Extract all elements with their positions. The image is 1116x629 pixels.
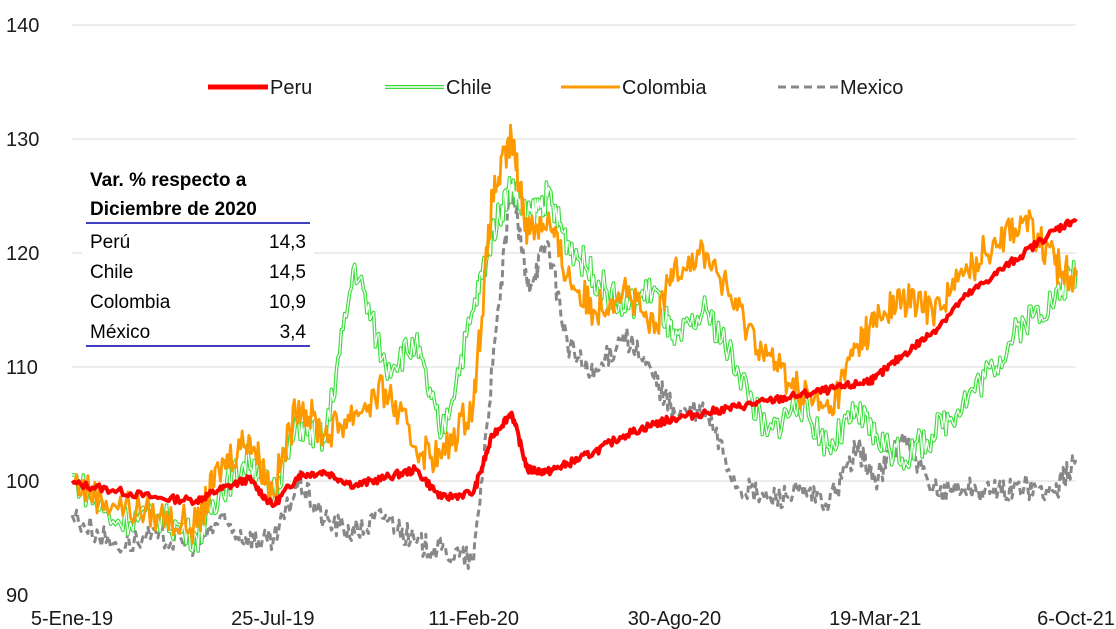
variation-table-value: 14,3	[269, 232, 306, 253]
variation-table-label: Colombia	[90, 292, 171, 313]
legend-label-peru: Peru	[270, 77, 312, 99]
legend: Peru Chile Colombia Mexico	[208, 77, 903, 99]
series-line-peru	[70, 217, 1078, 509]
y-tick-label: 140	[6, 15, 39, 37]
variation-table-label: Chile	[90, 262, 133, 283]
y-tick-label: 90	[6, 585, 28, 607]
legend-label-mexico: Mexico	[840, 77, 903, 99]
x-tick-label: 25-Jul-19	[231, 608, 314, 629]
x-tick-label: 30-Ago-20	[628, 608, 721, 629]
plot-area	[70, 123, 1078, 570]
y-tick-label: 120	[6, 243, 39, 265]
variation-table-background	[82, 160, 314, 350]
legend-label-colombia: Colombia	[622, 77, 707, 99]
variation-table-label: México	[90, 322, 150, 343]
variation-table-title-line1: Var. % respecto a	[90, 170, 247, 191]
series-line-colombia	[70, 123, 1078, 545]
variation-table-value: 3,4	[280, 322, 307, 343]
variation-table: Var. % respecto a Diciembre de 2020 Perú…	[82, 160, 314, 350]
y-tick-label: 100	[6, 471, 39, 493]
variation-table-title-line2: Diciembre de 2020	[90, 199, 257, 220]
legend-label-chile: Chile	[446, 77, 492, 99]
series-line-mexico	[70, 183, 1078, 570]
x-axis: 5-Ene-19 25-Jul-19 11-Feb-20 30-Ago-20 19-Ma…	[31, 608, 1115, 629]
variation-table-value: 14,5	[269, 262, 306, 283]
y-tick-label: 110	[6, 357, 38, 379]
variation-table-value: 10,9	[269, 292, 306, 313]
x-tick-label: 11-Feb-20	[428, 608, 519, 629]
y-axis: 90 100 110 120 130 140	[6, 15, 39, 607]
x-tick-label: 19-Mar-21	[829, 608, 921, 629]
x-tick-label: 5-Ene-19	[31, 608, 113, 629]
x-tick-label: 6-Oct-21	[1037, 608, 1115, 629]
y-tick-label: 130	[6, 129, 39, 151]
variation-table-label: Perú	[90, 232, 130, 253]
